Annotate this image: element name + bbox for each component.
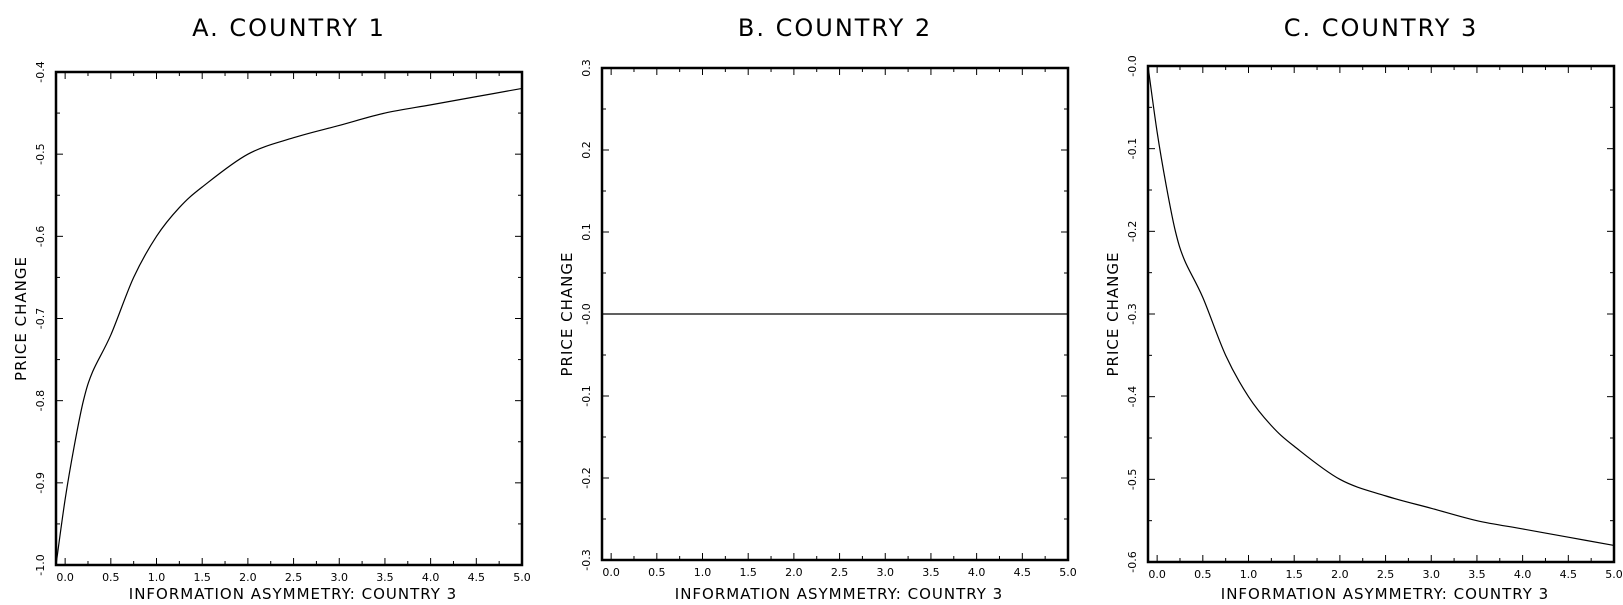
y-axis-label: PRICE CHANGE (12, 256, 30, 381)
x-tick-label: 4.0 (1514, 568, 1532, 581)
x-tick-label: 2.0 (785, 566, 803, 579)
x-axis-label: INFORMATION ASYMMETRY: COUNTRY 3 (675, 585, 1003, 603)
x-tick-label: 3.0 (1423, 568, 1441, 581)
x-tick-label: 5.0 (513, 571, 531, 584)
x-tick-label: 3.0 (877, 566, 895, 579)
y-tick-label: -0.0 (580, 303, 593, 324)
x-tick-label: 0.0 (1148, 568, 1166, 581)
chart-title: A. COUNTRY 1 (192, 14, 386, 42)
x-tick-label: 2.5 (831, 566, 849, 579)
x-tick-label: 4.5 (1014, 566, 1032, 579)
y-tick-label: -0.4 (34, 61, 47, 82)
y-tick-label: -0.5 (34, 143, 47, 164)
chart-panel-2: B. COUNTRY 2 0.0 0.5 1.0 1.5 2.0 2.5 3.0 3.5 4.0 4… (558, 14, 1077, 603)
y-tick-label: 0.3 (580, 59, 593, 77)
x-tick-label: 4.0 (968, 566, 986, 579)
x-tick-label: 2.5 (285, 571, 303, 584)
y-tick-label: -0.3 (580, 549, 593, 570)
y-axis-label: PRICE CHANGE (558, 252, 576, 377)
y-tick-label: -0.2 (580, 467, 593, 488)
x-tick-label: 0.5 (102, 571, 120, 584)
x-tick-label: 3.5 (376, 571, 394, 584)
x-axis-label: INFORMATION ASYMMETRY: COUNTRY 3 (129, 585, 457, 603)
series-line-1 (55, 87, 523, 566)
y-tick-label: -0.6 (34, 226, 47, 247)
x-tick-label: 1.5 (739, 566, 757, 579)
chart-title: C. COUNTRY 3 (1284, 14, 1479, 42)
x-tick-label: 2.5 (1377, 568, 1395, 581)
series-line-1 (1147, 65, 1615, 547)
y-tick-label: -0.8 (34, 390, 47, 411)
x-tick-label: 0.0 (602, 566, 620, 579)
y-tick-label: -0.0 (1126, 55, 1139, 76)
y-tick-label: -0.1 (580, 385, 593, 406)
chart-panel-1: A. COUNTRY 1 0.0 0.5 1.0 1.5 2.0 2.5 3.0 3.5 4.0 4… (12, 14, 531, 603)
y-tick-label: -0.3 (1126, 303, 1139, 324)
x-tick-label: 0.5 (1194, 568, 1212, 581)
y-axis-label: PRICE CHANGE (1104, 252, 1122, 377)
x-axis-label: INFORMATION ASYMMETRY: COUNTRY 3 (1221, 585, 1549, 603)
x-tick-label: 1.0 (148, 571, 166, 584)
y-tick-label: 0.1 (580, 223, 593, 241)
x-tick-label: 5.0 (1059, 566, 1077, 579)
y-tick-label: -0.4 (1126, 386, 1139, 407)
y-tick-label: -0.1 (1126, 138, 1139, 159)
y-tick-label: -0.2 (1126, 221, 1139, 242)
x-tick-label: 0.0 (56, 571, 74, 584)
y-tick-label: -0.7 (34, 308, 47, 329)
x-tick-label: 2.0 (1331, 568, 1349, 581)
x-tick-label: 0.5 (648, 566, 666, 579)
chart-title: B. COUNTRY 2 (738, 14, 932, 42)
x-tick-label: 1.5 (193, 571, 211, 584)
plot-frame (54, 70, 524, 567)
x-tick-label: 2.0 (239, 571, 257, 584)
y-tick-label: -0.9 (34, 472, 47, 493)
x-tick-label: 4.0 (422, 571, 440, 584)
x-tick-label: 1.0 (694, 566, 712, 579)
y-tick-label: -1.0 (34, 554, 47, 575)
x-tick-label: 5.0 (1605, 568, 1623, 581)
x-tick-label: 4.5 (468, 571, 486, 584)
y-tick-label: -0.5 (1126, 469, 1139, 490)
x-tick-label: 3.0 (331, 571, 349, 584)
plot-frame (1146, 64, 1616, 564)
x-tick-label: 3.5 (1468, 568, 1486, 581)
x-tick-label: 1.0 (1240, 568, 1258, 581)
y-tick-label: -0.6 (1126, 551, 1139, 572)
chart-panel-3: C. COUNTRY 3 0.0 0.5 1.0 1.5 2.0 2.5 3.0 3.5 4.0 4… (1104, 14, 1623, 603)
x-tick-label: 1.5 (1285, 568, 1303, 581)
y-tick-label: 0.2 (580, 141, 593, 159)
x-tick-label: 3.5 (922, 566, 940, 579)
x-tick-label: 4.5 (1560, 568, 1578, 581)
